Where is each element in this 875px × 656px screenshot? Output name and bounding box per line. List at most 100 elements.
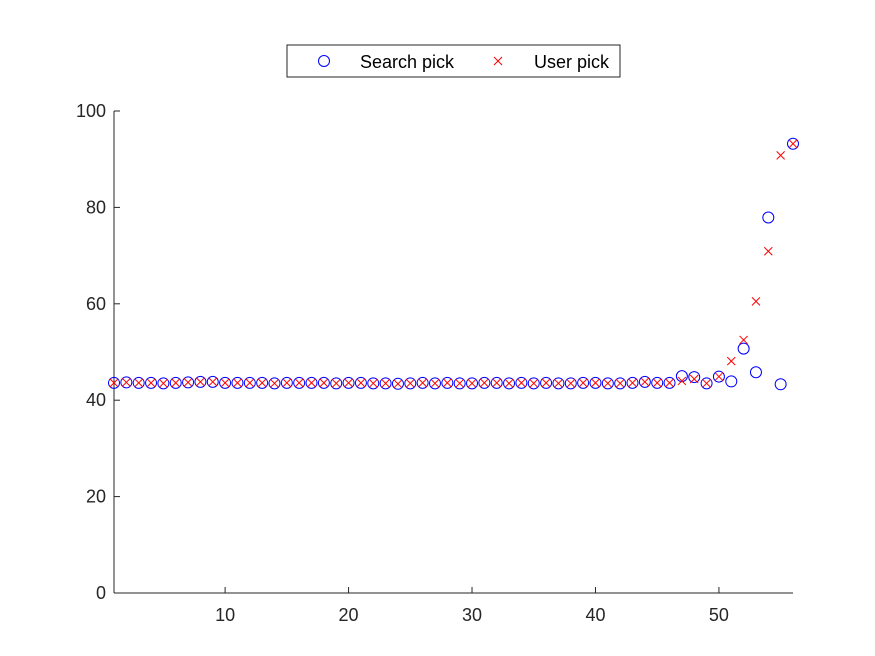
user-pick-point: [739, 335, 748, 345]
search-pick-point: [614, 377, 627, 390]
user-pick-point: [208, 377, 218, 387]
user-pick-point: [689, 374, 699, 384]
x-tick-label: 40: [585, 605, 605, 625]
user-pick-point: [418, 378, 427, 388]
search-pick-point: [515, 376, 528, 389]
user-pick-point: [319, 378, 329, 388]
search-pick-point: [503, 377, 516, 390]
search-pick-point: [540, 376, 553, 389]
search-pick-point: [663, 376, 676, 389]
legend-cross-marker: [493, 56, 503, 66]
x-tick-label: 50: [709, 605, 729, 625]
x-tick-label: 20: [339, 605, 359, 625]
x-tick-label: 30: [462, 605, 482, 625]
legend-label-search-pick: Search pick: [360, 52, 455, 72]
search-pick-point: [367, 377, 380, 390]
search-pick-point: [280, 376, 293, 389]
user-pick-point: [554, 378, 563, 388]
user-pick-point: [504, 378, 514, 388]
search-pick-point: [194, 375, 207, 388]
y-tick-label: 60: [86, 294, 106, 314]
user-pick-point: [455, 378, 465, 388]
search-pick-point: [342, 376, 355, 389]
user-pick-point: [331, 378, 341, 388]
user-pick-point: [344, 378, 353, 388]
search-pick-point: [774, 378, 787, 391]
user-pick-point: [603, 378, 613, 388]
search-pick-point: [132, 376, 145, 389]
y-tick-label: 40: [86, 390, 106, 410]
y-tick-label: 80: [86, 197, 106, 217]
search-pick-point: [428, 377, 441, 390]
search-pick-point: [577, 376, 590, 389]
search-pick-point: [527, 377, 540, 390]
user-pick-point: [776, 150, 786, 160]
search-pick-point: [762, 211, 775, 224]
search-pick-point: [675, 370, 688, 383]
search-pick-point: [441, 376, 454, 389]
user-pick-point: [368, 378, 378, 388]
user-pick-point: [591, 378, 600, 388]
search-pick-point: [169, 376, 182, 389]
search-pick-point: [601, 377, 614, 390]
search-pick-point: [638, 375, 651, 388]
user-pick-point: [294, 378, 304, 388]
search-pick-point: [330, 377, 343, 390]
user-pick-point: [640, 377, 650, 387]
search-pick-point: [108, 376, 120, 389]
user-pick-point: [467, 378, 477, 388]
search-pick-point: [219, 376, 232, 389]
user-pick-point: [566, 378, 576, 388]
search-pick-point: [206, 375, 219, 388]
y-tick-label: 0: [96, 583, 106, 603]
user-pick-point: [726, 356, 736, 366]
user-pick-point: [652, 378, 662, 388]
search-pick-point: [564, 377, 577, 390]
search-pick-point: [453, 377, 466, 390]
search-pick-point: [268, 377, 281, 390]
search-pick-point: [749, 366, 762, 379]
user-pick-point: [270, 378, 279, 388]
search-pick-point: [589, 376, 602, 389]
search-pick-point: [157, 377, 170, 390]
user-pick-point: [702, 378, 711, 388]
search-pick-point: [293, 376, 306, 389]
data-marks: [108, 137, 799, 391]
user-pick-point: [480, 378, 489, 388]
user-pick-point: [257, 378, 267, 388]
user-pick-point: [714, 372, 724, 381]
search-pick-point: [651, 376, 664, 389]
search-pick-point: [626, 376, 639, 389]
legend: Search pick User pick: [286, 44, 621, 78]
search-pick-point: [391, 377, 404, 390]
user-pick-point: [405, 378, 415, 388]
search-pick-point: [552, 377, 565, 390]
x-tick-label: 10: [215, 605, 235, 625]
user-pick-point: [628, 378, 637, 388]
search-pick-point: [466, 377, 479, 390]
user-pick-point: [159, 378, 168, 388]
user-pick-point: [171, 378, 181, 388]
user-pick-point: [121, 378, 131, 387]
user-pick-point: [430, 378, 440, 388]
user-pick-point: [356, 378, 366, 388]
user-pick-point: [245, 378, 255, 388]
user-pick-point: [529, 378, 539, 388]
search-pick-point: [305, 376, 318, 389]
search-pick-point: [354, 376, 367, 389]
series-search-pick: [108, 137, 799, 391]
search-pick-point: [317, 376, 330, 389]
search-pick-point: [416, 376, 429, 389]
user-pick-point: [196, 377, 205, 387]
user-pick-point: [665, 378, 674, 388]
search-pick-point: [145, 376, 158, 389]
y-tick-label: 20: [86, 487, 106, 507]
series-user-pick: [109, 139, 798, 389]
user-pick-point: [492, 378, 502, 388]
user-pick-point: [541, 378, 551, 388]
search-pick-point: [490, 376, 503, 389]
user-pick-point: [788, 139, 798, 149]
search-pick-point: [243, 376, 256, 389]
